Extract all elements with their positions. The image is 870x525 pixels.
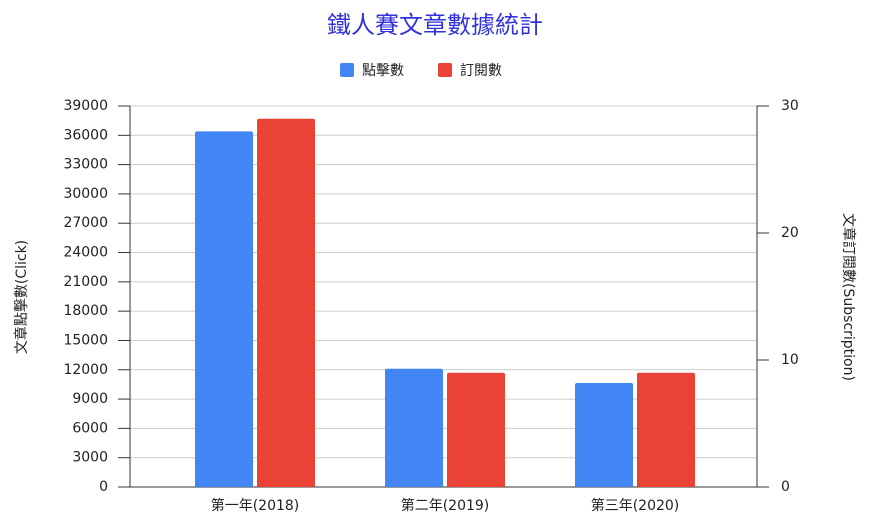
- y-tick-label: 12000: [63, 362, 108, 378]
- y-tick-label: 39000: [63, 98, 108, 114]
- bar: [257, 118, 315, 487]
- y-tick-label: 21000: [63, 274, 108, 290]
- y-tick-label: 18000: [63, 303, 108, 319]
- y-tick-label: 27000: [63, 215, 108, 231]
- y-tick-label: 24000: [63, 245, 108, 261]
- y-tick-label: 9000: [72, 391, 108, 407]
- legend-swatch: [340, 63, 354, 77]
- bar: [637, 372, 695, 487]
- legend-swatch: [438, 63, 452, 77]
- y2-tick-label: 30: [781, 98, 799, 114]
- x-tick-label: 第一年(2018): [211, 497, 300, 514]
- y-tick-label: 0: [99, 479, 108, 495]
- y-tick-label: 15000: [63, 332, 108, 348]
- y2-tick-label: 0: [781, 479, 790, 495]
- x-tick-label: 第三年(2020): [591, 497, 680, 514]
- y-tick-label: 3000: [72, 450, 108, 466]
- legend-label: 訂閱數: [460, 63, 502, 79]
- x-tick-label: 第二年(2019): [401, 497, 490, 514]
- y-tick-label: 6000: [72, 420, 108, 436]
- y2-axis-title: 文章訂閱數(Subscription): [840, 213, 857, 381]
- bar: [195, 131, 253, 487]
- y-tick-label: 30000: [63, 186, 108, 202]
- y2-tick-label: 20: [781, 225, 799, 241]
- y-axis-title: 文章點擊數(Click): [13, 240, 30, 354]
- bar: [575, 382, 633, 487]
- legend-label: 點擊數: [362, 62, 404, 79]
- y-tick-label: 36000: [63, 127, 108, 143]
- bar: [385, 368, 443, 487]
- chart-title: 鐵人賽文章數據統計: [327, 11, 543, 39]
- bar: [447, 372, 505, 487]
- y-tick-label: 33000: [63, 157, 108, 173]
- y2-tick-label: 10: [781, 352, 799, 368]
